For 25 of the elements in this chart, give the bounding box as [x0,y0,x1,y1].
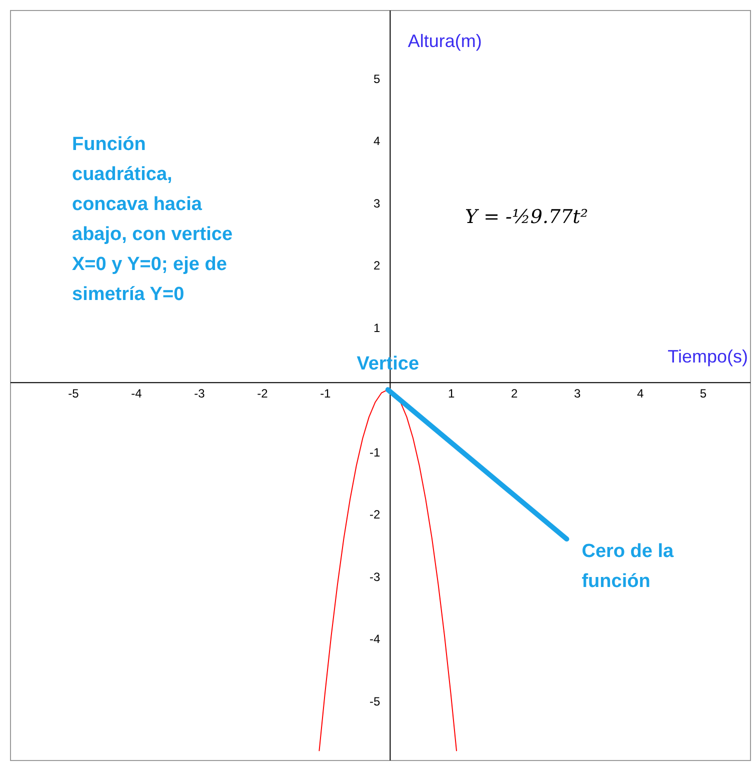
x-tick-label: 4 [636,386,644,401]
y-axis-title: Altura(m) [408,31,482,51]
annotation: Función cuadrática, concava hacia abajo, con vertice X=0 y Y=0; eje de simetría Y=0 [72,134,233,305]
y-tick-label: 5 [373,72,380,86]
annotation: Cero de la función [582,541,674,592]
x-tick-label: 5 [700,386,707,401]
x-tick-label: -1 [320,386,332,401]
y-tick-label: -5 [369,694,380,708]
x-tick-label: -4 [131,386,142,401]
x-tick-label: 1 [448,386,456,401]
annotation: Y = -½9.77t² [465,206,588,228]
y-tick-label: 4 [373,134,380,148]
x-tick-label: -5 [68,386,80,401]
y-tick-label: 3 [373,196,380,210]
x-axis-title: Tiempo(s) [668,346,748,367]
y-tick-label: -3 [369,570,380,584]
x-tick-label: -2 [257,386,268,401]
x-tick-label: -3 [194,386,206,401]
x-tick-label: 2 [510,386,518,401]
y-tick-label: 2 [373,258,380,273]
y-tick-label: -1 [369,445,380,460]
y-tick-label: -2 [369,508,380,522]
x-tick-label: 3 [574,386,581,401]
y-tick-label: 1 [373,320,380,335]
y-tick-label: -4 [369,632,380,646]
